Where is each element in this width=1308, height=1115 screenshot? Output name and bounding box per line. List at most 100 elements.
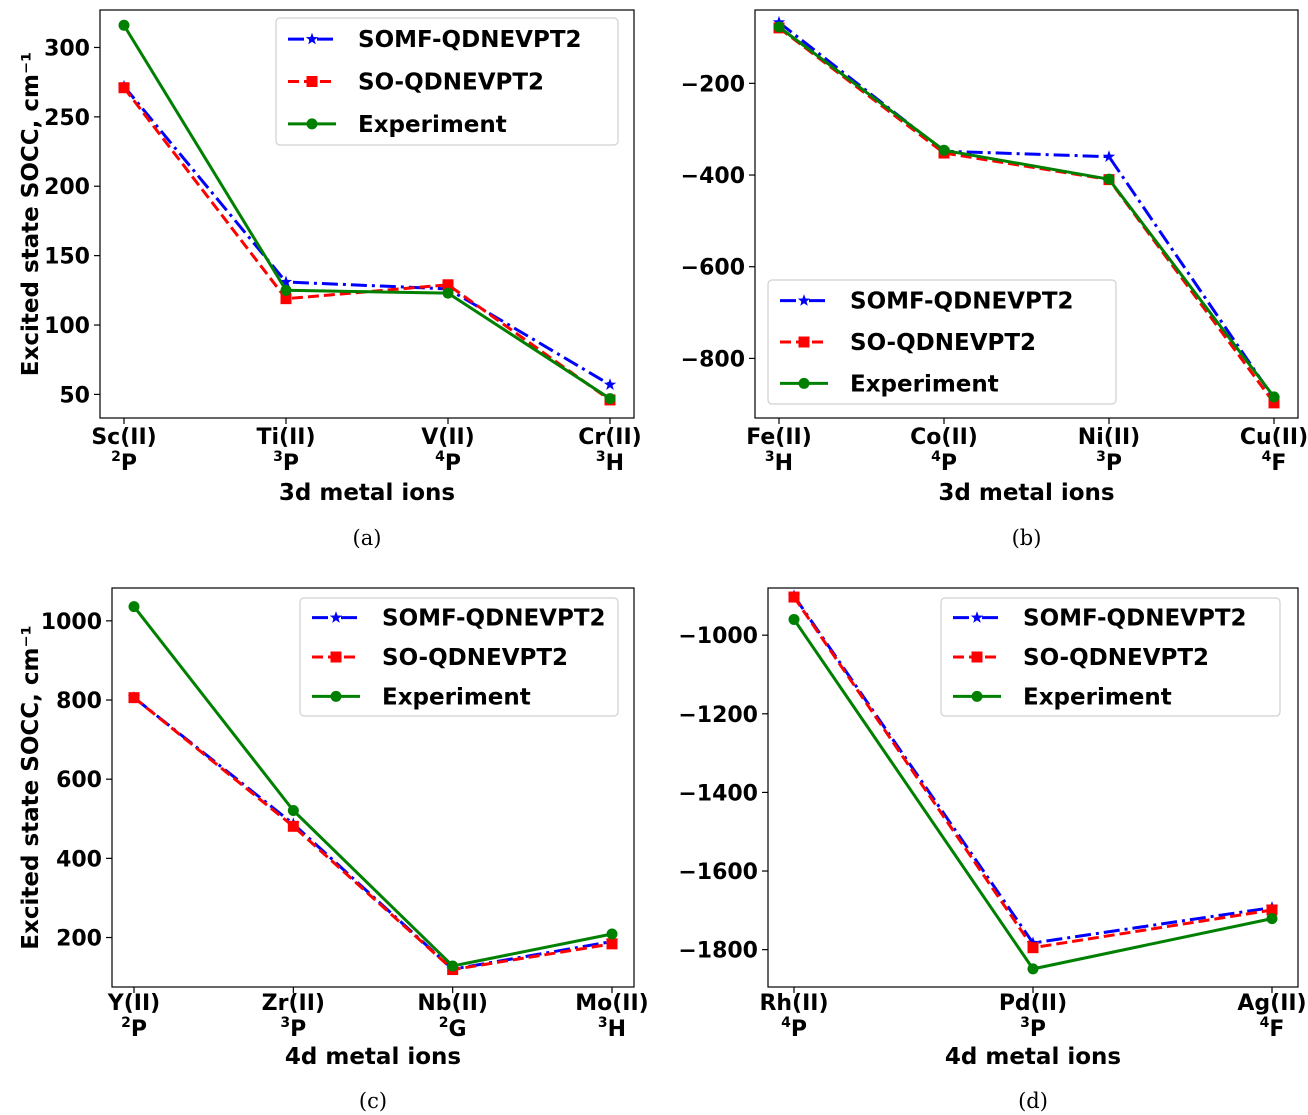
- series-line: [122, 24, 611, 400]
- y-tick-label: −1000: [678, 624, 758, 649]
- series-experiment: [788, 613, 1278, 975]
- legend-label: SOMF-QDNEVPT2: [850, 289, 1074, 315]
- legend-marker: [798, 377, 810, 389]
- panel-caption: (d): [1018, 1089, 1048, 1113]
- legend-label: SOMF-QDNEVPT2: [382, 606, 606, 632]
- legend: SOMF-QDNEVPT2 SO-QDNEVPT2 Experiment: [767, 279, 1117, 405]
- legend-label: Experiment: [850, 371, 999, 397]
- y-tick-label: 50: [59, 383, 90, 408]
- data-point: [287, 804, 299, 816]
- y-tick-label: 400: [56, 847, 102, 872]
- x-axis-label: 4d metal ions: [285, 1044, 461, 1070]
- data-point: [773, 21, 785, 33]
- legend-label: SO-QDNEVPT2: [1023, 645, 1209, 671]
- legend-marker: [330, 651, 342, 663]
- chart-panel-b: −200 −400 −600 −800 Fe(II)3H Co(II)4P Ni(II)3P…: [681, 9, 1308, 550]
- series-line: [122, 85, 611, 386]
- x-tick-label-term: 2P: [121, 1015, 147, 1042]
- x-tick-label-ion: V(II): [421, 425, 475, 450]
- legend-marker: [329, 611, 343, 623]
- x-tick-label-term: 4F: [1260, 1015, 1285, 1042]
- x-axis-label: 4d metal ions: [945, 1044, 1121, 1070]
- x-tick-label-term: 3H: [765, 449, 793, 476]
- x-tick-label-ion: Ni(II): [1078, 425, 1140, 450]
- x-tick-label-term: 3P: [273, 449, 299, 476]
- plot-frame: [754, 9, 1299, 419]
- legend-marker: [306, 118, 318, 130]
- y-tick-label: 100: [44, 314, 90, 339]
- x-tick-label-term: 4F: [1262, 449, 1287, 476]
- series-experiment: [773, 21, 1280, 403]
- data-point: [1266, 913, 1278, 925]
- x-tick-label-ion: Ag(II): [1237, 991, 1306, 1016]
- data-point: [280, 284, 292, 296]
- x-tick-label-ion: Ti(II): [256, 425, 315, 450]
- x-tick-label-term: 4P: [435, 449, 461, 476]
- y-tick-label: 300: [44, 36, 90, 61]
- data-point: [442, 279, 454, 291]
- data-point: [788, 591, 800, 603]
- y-tick-label: −800: [681, 347, 745, 372]
- data-point: [118, 82, 130, 94]
- legend-label: SO-QDNEVPT2: [850, 330, 1036, 356]
- data-point: [604, 393, 616, 405]
- legend: SOMF-QDNEVPT2 SO-QDNEVPT2 Experiment: [275, 17, 619, 146]
- legend-label: Experiment: [382, 684, 531, 710]
- x-tick-label-term: 3P: [1020, 1015, 1046, 1042]
- legend: SOMF-QDNEVPT2 SO-QDNEVPT2 Experiment: [299, 597, 619, 717]
- legend-marker: [797, 294, 811, 306]
- y-tick-label: 1000: [41, 610, 102, 635]
- data-point: [447, 960, 459, 972]
- legend-marker: [306, 76, 318, 87]
- legend-marker: [330, 690, 342, 702]
- data-point: [1027, 963, 1039, 975]
- legend-marker: [971, 651, 983, 663]
- series-line: [133, 696, 613, 971]
- y-tick-label: −600: [681, 256, 745, 281]
- data-point: [1103, 173, 1115, 185]
- y-tick-label: −1200: [678, 703, 758, 728]
- x-tick-label-term: 3P: [1096, 449, 1122, 476]
- data-point: [280, 293, 292, 305]
- chart-panel-a: 50 100 150 200 250 300 Sc(II)2P Ti(II)3P V(II)4P…: [18, 9, 642, 550]
- x-tick-label-ion: Rh(II): [759, 991, 828, 1016]
- data-point: [442, 287, 454, 299]
- x-tick-label-ion: Pd(II): [999, 991, 1067, 1016]
- y-tick-label: −400: [681, 164, 745, 189]
- series-experiment: [118, 19, 616, 405]
- x-tick-label-ion: Fe(II): [746, 425, 812, 450]
- data-point: [128, 692, 140, 704]
- series-so-qdnevpt2: [128, 692, 618, 976]
- series-somf-qdnevpt2: [127, 691, 619, 975]
- x-tick-label-term: 2G: [439, 1015, 467, 1042]
- series-experiment: [128, 601, 618, 972]
- y-tick-label: 150: [44, 245, 90, 270]
- y-axis-label: Excited state SOCC, cm⁻¹: [18, 625, 44, 949]
- y-tick-label: −1400: [678, 781, 758, 806]
- legend-marker: [798, 336, 810, 348]
- series-line: [132, 605, 613, 968]
- plot-frame: [99, 9, 635, 419]
- chart-panel-d: −1000 −1200 −1400 −1600 −1800 Rh(II)4P Pd(II)3…: [678, 587, 1307, 1113]
- x-tick-label-term: 4P: [931, 449, 957, 476]
- panel-caption: (a): [353, 526, 382, 550]
- legend-label: SOMF-QDNEVPT2: [358, 27, 582, 53]
- data-point: [287, 820, 299, 832]
- x-tick-label-term: 2P: [111, 449, 137, 476]
- data-point: [118, 19, 130, 31]
- x-axis-label: 3d metal ions: [279, 480, 455, 506]
- legend-box: [275, 17, 619, 146]
- x-tick-label-ion: Zr(II): [262, 991, 325, 1016]
- x-tick-label-ion: Cr(II): [578, 425, 641, 450]
- series-line: [122, 86, 611, 402]
- x-tick-label-ion: Sc(II): [91, 425, 156, 450]
- x-tick-label-ion: Co(II): [910, 425, 978, 450]
- panel-caption: (c): [359, 1089, 387, 1113]
- legend-marker: [970, 611, 984, 623]
- x-tick-label-ion: Mo(II): [575, 991, 649, 1016]
- y-tick-label: 600: [56, 768, 102, 793]
- x-axis-label: 3d metal ions: [938, 480, 1114, 506]
- chart-panel-c: 200 400 600 800 1000 Y(II)2P Zr(II)3P Nb(II)2G M…: [18, 587, 649, 1113]
- data-point: [1102, 150, 1116, 162]
